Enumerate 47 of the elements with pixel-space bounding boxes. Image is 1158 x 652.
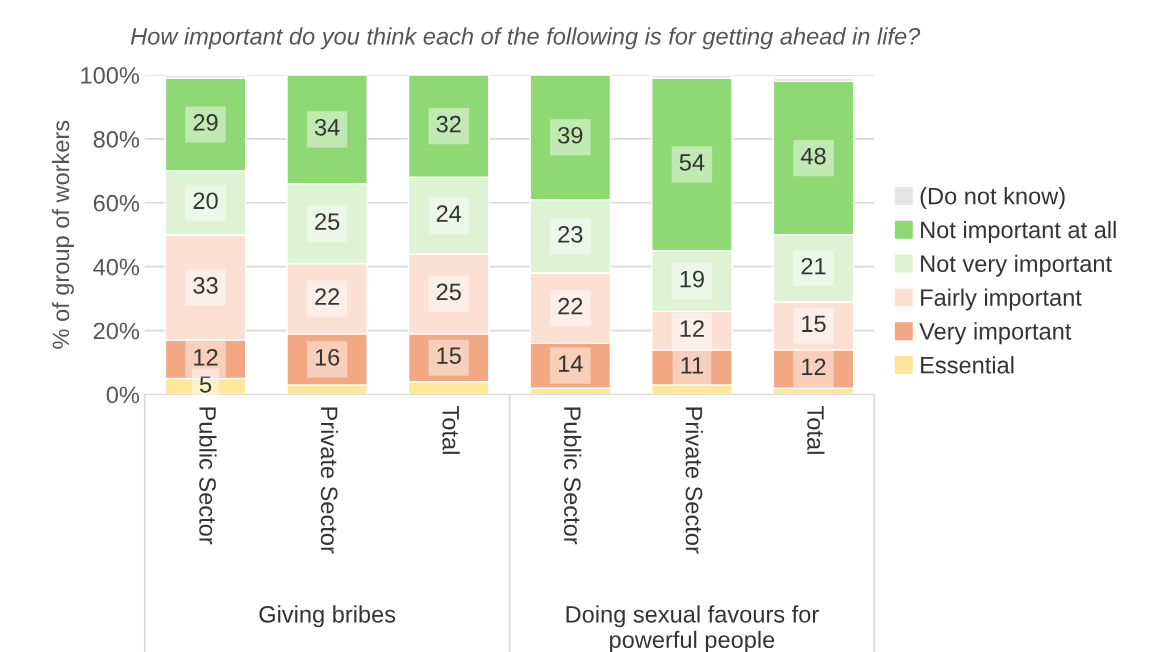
data-label: 23 [558,225,583,243]
legend-label: Not very important [921,254,1112,277]
data-label: 48 [800,147,826,165]
data-label: 12 [802,358,826,376]
x-tick-label: Private Sector [320,407,339,554]
data-label: 12 [194,348,218,366]
data-label: 11 [681,357,704,374]
y-tick-label: 80% [93,130,140,148]
x-tick-label: Private Sector [685,407,703,554]
data-label: 14 [558,355,583,372]
x-tick-label: Total [807,406,825,454]
data-label: 24 [436,205,462,222]
legend-label: Very important [919,322,1072,345]
x-tick-label: Public Sector [199,407,217,545]
data-label: 25 [315,213,340,230]
data-label: 15 [802,315,826,333]
legend-label: (Do not know) [920,187,1065,210]
text: Doing sexual favours for powerful people [566,605,819,652]
data-label: 16 [315,348,340,366]
data-label: 5 [199,376,212,393]
y-tick-label: 20% [93,322,140,340]
data-label: 34 [314,118,340,136]
data-label: 33 [193,277,218,294]
legend-label: Not important at all [921,220,1116,243]
y-tick-label: 0% [106,386,140,404]
data-label: 21 [801,257,826,275]
y-tick-label: 60% [93,194,140,212]
text: Giving bribes [259,605,396,628]
legend-label: Fairly important [921,288,1082,311]
data-label: 20 [193,192,218,210]
data-label: 32 [436,115,461,133]
legend-label: Essential [921,356,1014,374]
data-label: 22 [558,297,583,315]
x-tick-label: Public Sector [563,407,582,545]
data-label: 12 [680,320,704,337]
data-label: 19 [680,270,704,288]
data-label: 22 [315,288,340,305]
data-label: 39 [558,126,583,144]
data-label: 29 [193,114,218,131]
data-label: 25 [436,283,461,301]
y-tick-label: 40% [93,258,140,276]
y-axis-title: % of group of workers [51,120,74,349]
data-label: 54 [679,154,705,171]
x-tick-label: Total [442,406,460,454]
data-label: 15 [437,347,461,365]
y-tick-label: 100% [81,67,140,84]
chart-title: How important do you think each of the following is for getting ahead in life? [130,27,921,50]
